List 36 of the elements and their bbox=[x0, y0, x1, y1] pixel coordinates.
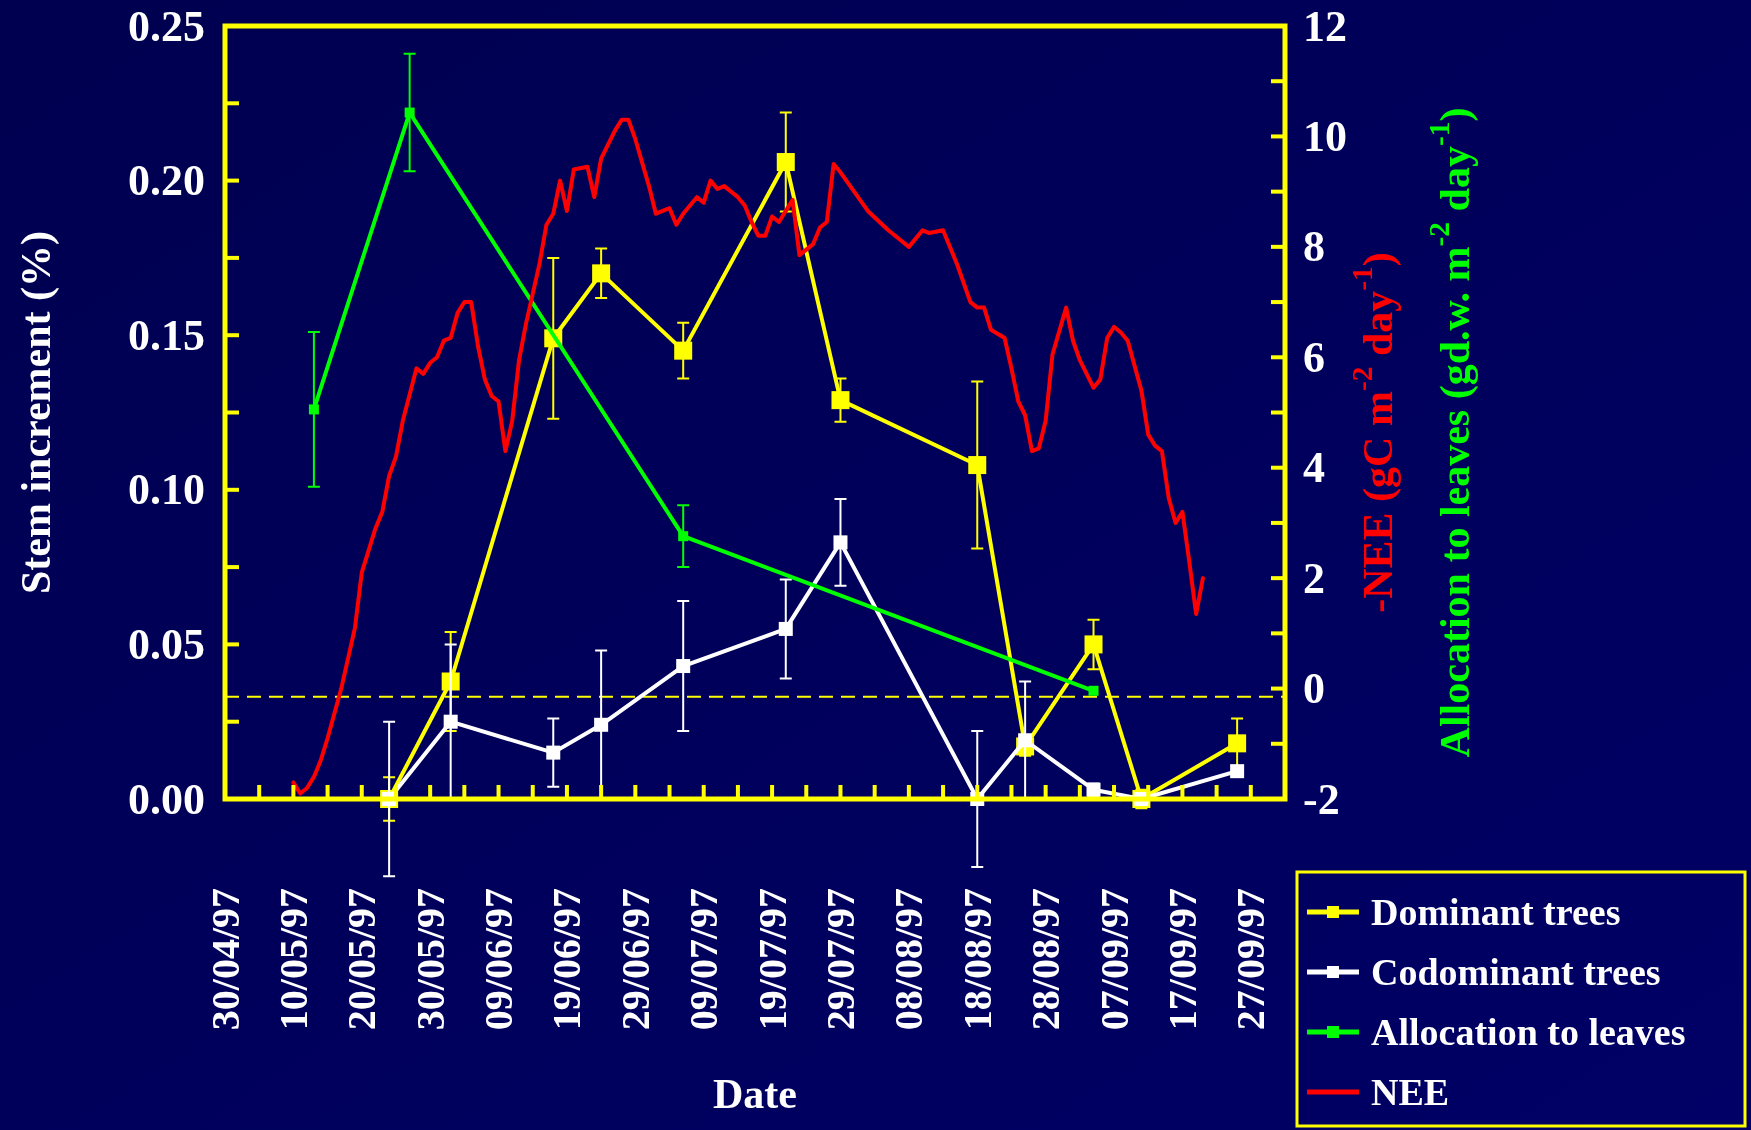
x-tick-label: 09/06/97 bbox=[476, 888, 522, 1031]
x-tick-label: 29/07/97 bbox=[817, 888, 863, 1031]
y2-tick-label: 8 bbox=[1303, 222, 1325, 272]
x-tick-label: 20/05/97 bbox=[339, 888, 385, 1031]
x-tick-label: 29/06/97 bbox=[612, 888, 658, 1031]
y2-tick-label: 12 bbox=[1303, 1, 1347, 51]
y-tick-label: 0.05 bbox=[128, 619, 205, 669]
x-tick-label: 10/05/97 bbox=[270, 888, 316, 1031]
x-tick-label: 19/06/97 bbox=[544, 888, 590, 1031]
y-tick-label: 0.10 bbox=[128, 465, 205, 515]
x-tick-label: 18/08/97 bbox=[954, 888, 1000, 1031]
y-axis-title: Stem increment (%) bbox=[13, 230, 60, 595]
y-tick-label: 0.25 bbox=[128, 1, 205, 51]
x-tick-label: 08/08/97 bbox=[886, 888, 932, 1031]
x-tick-label: 30/04/97 bbox=[202, 888, 248, 1031]
y-tick-label: 0.20 bbox=[128, 156, 205, 206]
legend-label: Codominant trees bbox=[1371, 951, 1661, 993]
x-tick-label: 09/07/97 bbox=[681, 888, 727, 1031]
y2-tick-label: 10 bbox=[1303, 111, 1347, 161]
x-tick-label: 07/09/97 bbox=[1091, 888, 1137, 1031]
y2-tick-label: 6 bbox=[1303, 332, 1325, 382]
legend-label: Dominant trees bbox=[1371, 891, 1621, 933]
x-tick-label: 17/09/97 bbox=[1159, 888, 1205, 1031]
y2-tick-label: 4 bbox=[1303, 443, 1325, 493]
x-tick-label: 30/05/97 bbox=[407, 888, 453, 1031]
x-tick-label: 28/08/97 bbox=[1023, 888, 1069, 1031]
y-tick-label: 0.00 bbox=[128, 774, 205, 824]
legend-label: NEE bbox=[1371, 1071, 1450, 1113]
x-tick-label: 27/09/97 bbox=[1228, 888, 1274, 1031]
y2-tick-label: 0 bbox=[1303, 664, 1325, 714]
y2-tick-label: 2 bbox=[1303, 553, 1325, 603]
y-tick-label: 0.15 bbox=[128, 310, 205, 360]
x-tick-label: 19/07/97 bbox=[749, 888, 795, 1031]
legend-label: Allocation to leaves bbox=[1371, 1011, 1686, 1053]
x-axis-title: Date bbox=[713, 1071, 797, 1117]
y2-tick-label: -2 bbox=[1303, 774, 1340, 824]
